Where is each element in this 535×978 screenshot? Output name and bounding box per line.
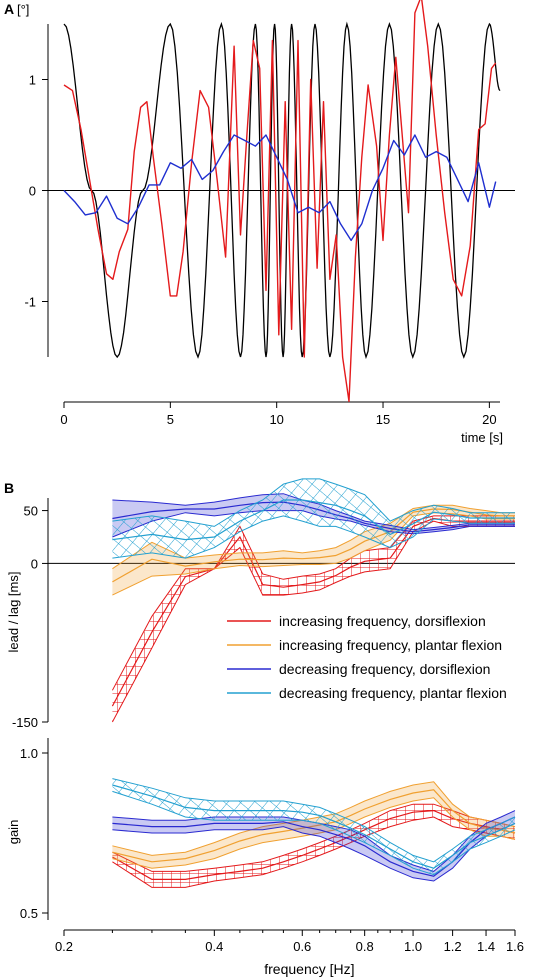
panel-a-label: A xyxy=(4,1,14,17)
band-upper-gain-3 xyxy=(112,778,516,863)
legend-label-3: decreasing frequency, plantar flexion xyxy=(279,685,507,701)
panel-b-gain-plot: 1.0 0.5 gain 0.2 0.4 0.6 0.8 1.0 1.2 1.4 1.6 freque… xyxy=(6,738,524,977)
x-tick-label-gain: 1.4 xyxy=(477,939,495,954)
y-axis-label-gain: gain xyxy=(6,820,21,845)
panel-b-lag-plot: 50 0 -150 lead / lag [ms] increasing frequen… xyxy=(6,478,516,730)
band-mean-gain-0 xyxy=(112,809,516,880)
band-upper-lag-3 xyxy=(112,478,515,527)
blue-response-line xyxy=(63,134,497,242)
band-fill-lag-2 xyxy=(112,493,516,537)
x-tick-label-a: 0 xyxy=(60,412,67,427)
y-tick-label-gain: 1.0 xyxy=(20,746,38,761)
x-axis-label-gain: frequency [Hz] xyxy=(264,961,354,977)
band-mean-lag-3 xyxy=(112,499,515,541)
x-tick-label-gain: 0.4 xyxy=(205,939,223,954)
y-tick-label-lag: 0 xyxy=(31,556,38,571)
panel-a-unit: [°] xyxy=(17,2,29,17)
x-tick-label-a: 10 xyxy=(269,412,283,427)
y-tick-label-lag: 50 xyxy=(24,504,38,519)
legend-label-0: increasing frequency, dorsiflexion xyxy=(279,613,486,629)
band-fill-lag-3 xyxy=(112,478,516,559)
band-lower-lag-3 xyxy=(112,515,515,559)
y-tick-label-lag: -150 xyxy=(12,715,38,730)
x-tick-label-a: 20 xyxy=(482,412,496,427)
band-upper-gain-1 xyxy=(112,781,516,856)
x-tick-label-gain: 1.2 xyxy=(444,939,462,954)
band-fill-gain-2 xyxy=(112,810,516,881)
y-axis-label-lag: lead / lag [ms] xyxy=(6,572,21,653)
band-lower-lag-0 xyxy=(111,520,515,723)
y-tick-label-a: 1 xyxy=(29,73,36,88)
band-lower-gain-2 xyxy=(112,822,516,882)
x-tick-label-gain: 0.8 xyxy=(356,939,374,954)
band-fill-gain-3 xyxy=(112,778,516,875)
red-response-line xyxy=(63,0,497,403)
legend-label-2: decreasing frequency, dorsiflexion xyxy=(279,661,490,677)
band-upper-lag-1 xyxy=(112,504,515,570)
band-lower-gain-3 xyxy=(112,790,516,876)
panel-b-label: B xyxy=(4,480,14,496)
x-tick-label-gain: 0.2 xyxy=(55,939,73,954)
x-tick-label-a: 5 xyxy=(167,412,174,427)
band-fill-gain-1 xyxy=(112,781,516,869)
band-mean-gain-3 xyxy=(112,784,516,869)
band-fill-gain-0 xyxy=(112,804,516,888)
x-tick-label-gain: 1.6 xyxy=(506,939,524,954)
x-axis-label-a: time [s] xyxy=(461,430,503,445)
x-tick-label-a: 15 xyxy=(376,412,390,427)
x-tick-label-gain: 1.0 xyxy=(404,939,422,954)
y-tick-label-a: -1 xyxy=(24,295,36,310)
y-tick-label-gain: 0.5 xyxy=(20,906,38,921)
y-tick-label-a: 0 xyxy=(29,184,36,199)
x-tick-label-gain: 0.6 xyxy=(293,939,311,954)
legend-label-1: increasing frequency, plantar flexion xyxy=(279,637,502,653)
